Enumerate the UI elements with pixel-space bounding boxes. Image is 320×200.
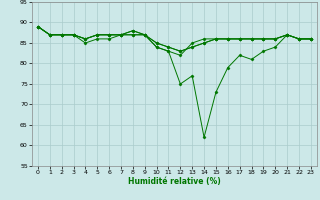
X-axis label: Humidité relative (%): Humidité relative (%) [128, 177, 221, 186]
